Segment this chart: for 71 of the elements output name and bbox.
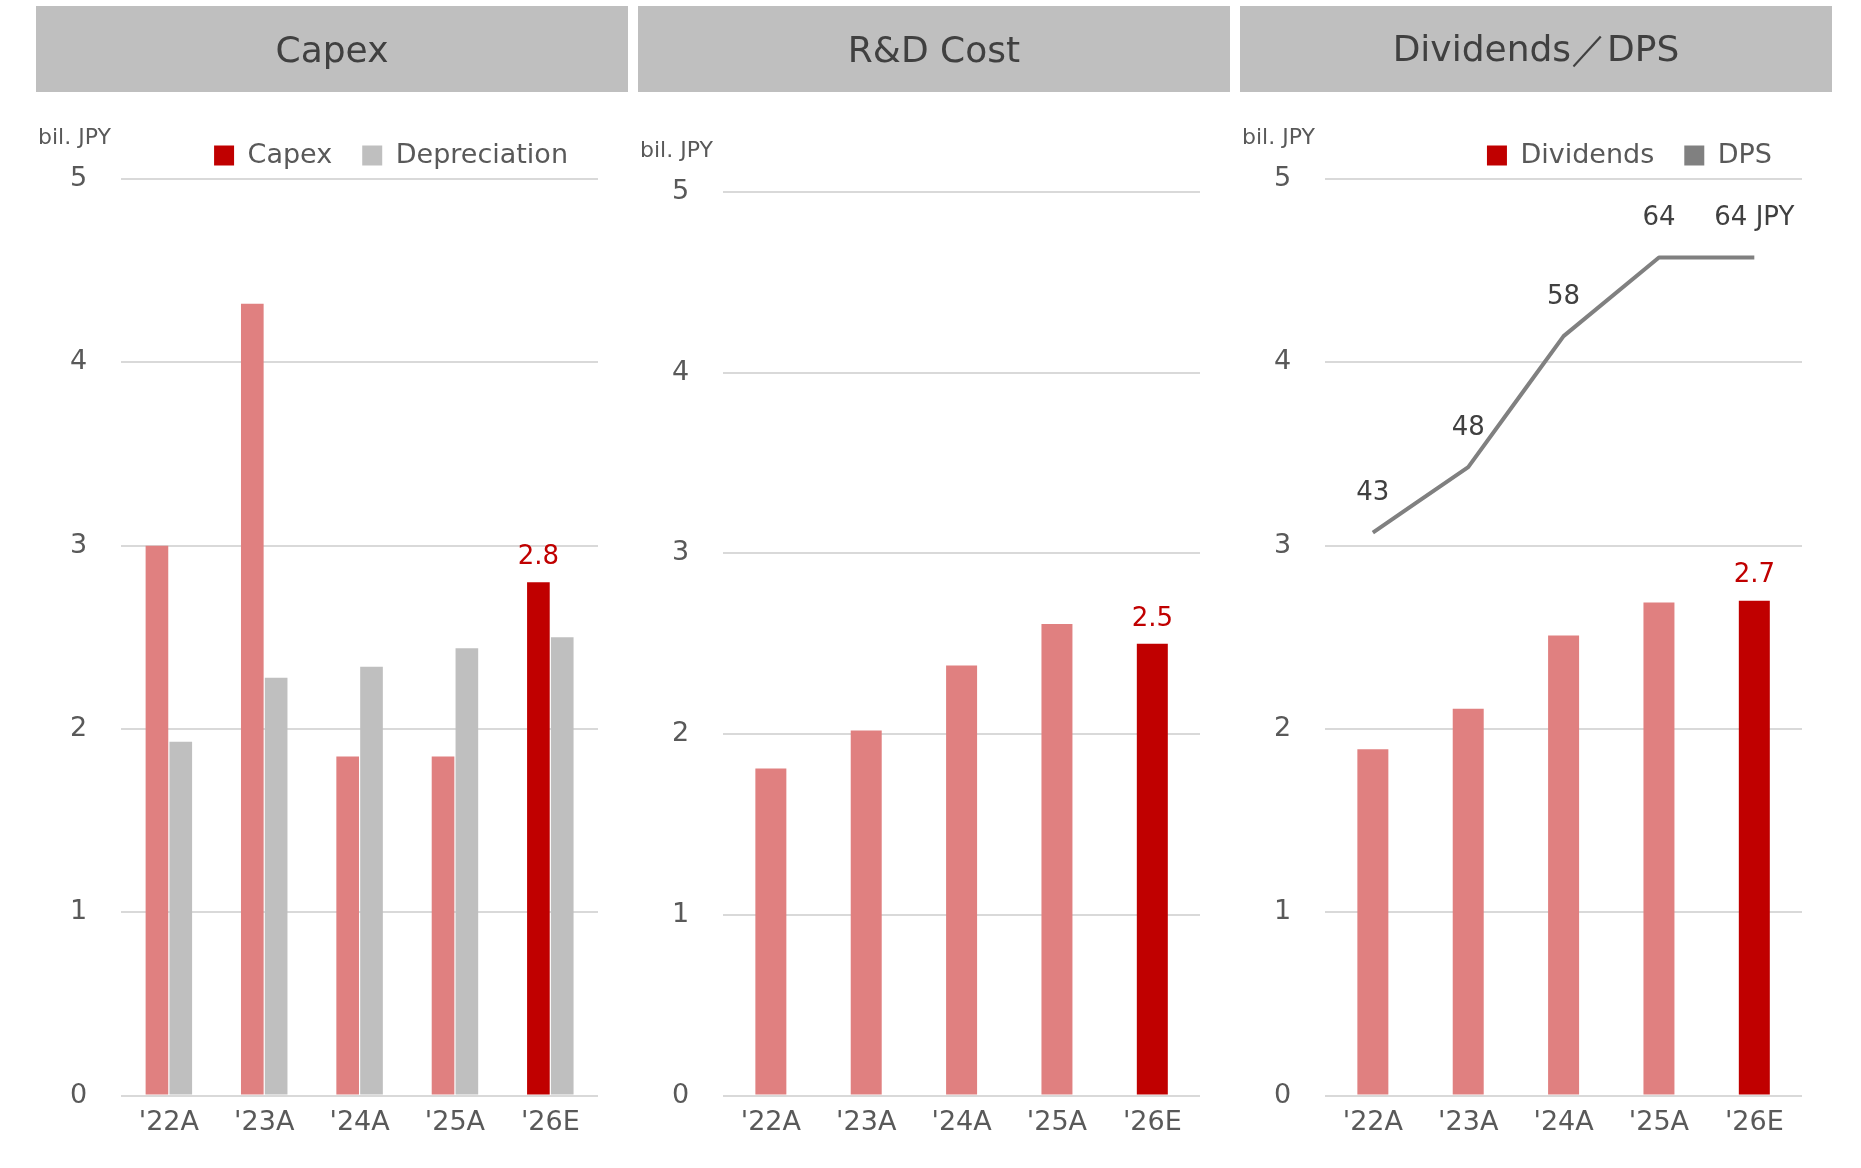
y-tick-label: 4 [1273,344,1292,376]
legend-label: Capex [247,137,333,169]
x-tick-label: '22A [138,1104,200,1136]
y-tick-label: 2 [671,716,690,748]
y-axis-title: bil. JPY [640,136,714,162]
bar [1452,708,1484,1095]
data-label: 64 JPY [1714,201,1795,232]
bar [527,582,550,1095]
y-tick-label: 1 [69,894,88,926]
y-axis-title: bil. JPY [1242,123,1316,149]
x-tick-label: '26E [1724,1104,1784,1136]
y-tick-label: 4 [671,354,690,386]
bar [431,756,455,1095]
data-label: 2.5 [1131,601,1173,632]
data-label: 64 [1642,201,1676,232]
bar [145,545,169,1095]
data-label: 58 [1547,279,1581,310]
y-tick-label: 5 [671,174,690,206]
bar [264,677,288,1095]
bar [455,648,479,1095]
bar [1548,635,1580,1095]
x-tick-label: '25A [1628,1104,1690,1136]
data-label: 2.8 [517,540,560,571]
y-tick-label: 2 [69,710,88,742]
y-tick-label: 0 [671,1077,690,1109]
bar [946,665,978,1095]
legend-label: Depreciation [395,137,569,169]
bar [850,730,882,1095]
y-tick-label: 0 [69,1077,88,1109]
x-tick-label: '23A [234,1104,295,1136]
chart-title: R&D Cost [638,6,1230,92]
bar [550,637,574,1095]
x-tick-label: '22A [1342,1104,1404,1136]
y-tick-label: 2 [1273,710,1292,742]
y-axis-title: bil. JPY [38,123,112,149]
bar [1041,623,1073,1095]
legend-label: DPS [1717,137,1773,169]
bar [1643,602,1675,1095]
bar [169,741,193,1095]
data-label: 43 [1356,476,1390,507]
y-tick-label: 3 [671,535,690,567]
x-tick-label: '25A [1026,1104,1088,1136]
x-tick-label: '23A [1438,1104,1499,1136]
bar [1357,749,1389,1095]
data-label: 48 [1451,410,1485,441]
x-tick-label: '24A [329,1104,391,1136]
y-tick-label: 1 [671,896,690,928]
bar [336,756,359,1095]
y-tick-label: 3 [1273,527,1292,559]
y-tick-label: 1 [1273,894,1292,926]
y-tick-label: 5 [1273,161,1292,193]
x-tick-label: '24A [1533,1104,1595,1136]
x-tick-label: '26E [1122,1104,1182,1136]
data-label: 2.7 [1733,558,1775,589]
x-tick-label: '26E [520,1104,580,1136]
chart-title: Capex [36,6,628,92]
bar [755,768,787,1095]
bar [360,666,383,1095]
bar [1136,643,1168,1095]
y-tick-label: 3 [69,527,88,559]
x-tick-label: '23A [836,1104,897,1136]
x-tick-label: '24A [931,1104,993,1136]
x-tick-label: '25A [424,1104,486,1136]
legend-label: Dividends [1520,137,1655,169]
bar [1738,600,1770,1095]
bar [240,303,264,1095]
y-tick-label: 4 [69,344,88,376]
chart-title: Dividends／DPS [1240,6,1832,92]
y-tick-label: 5 [69,161,88,193]
x-tick-label: '22A [740,1104,802,1136]
y-tick-label: 0 [1273,1077,1292,1109]
